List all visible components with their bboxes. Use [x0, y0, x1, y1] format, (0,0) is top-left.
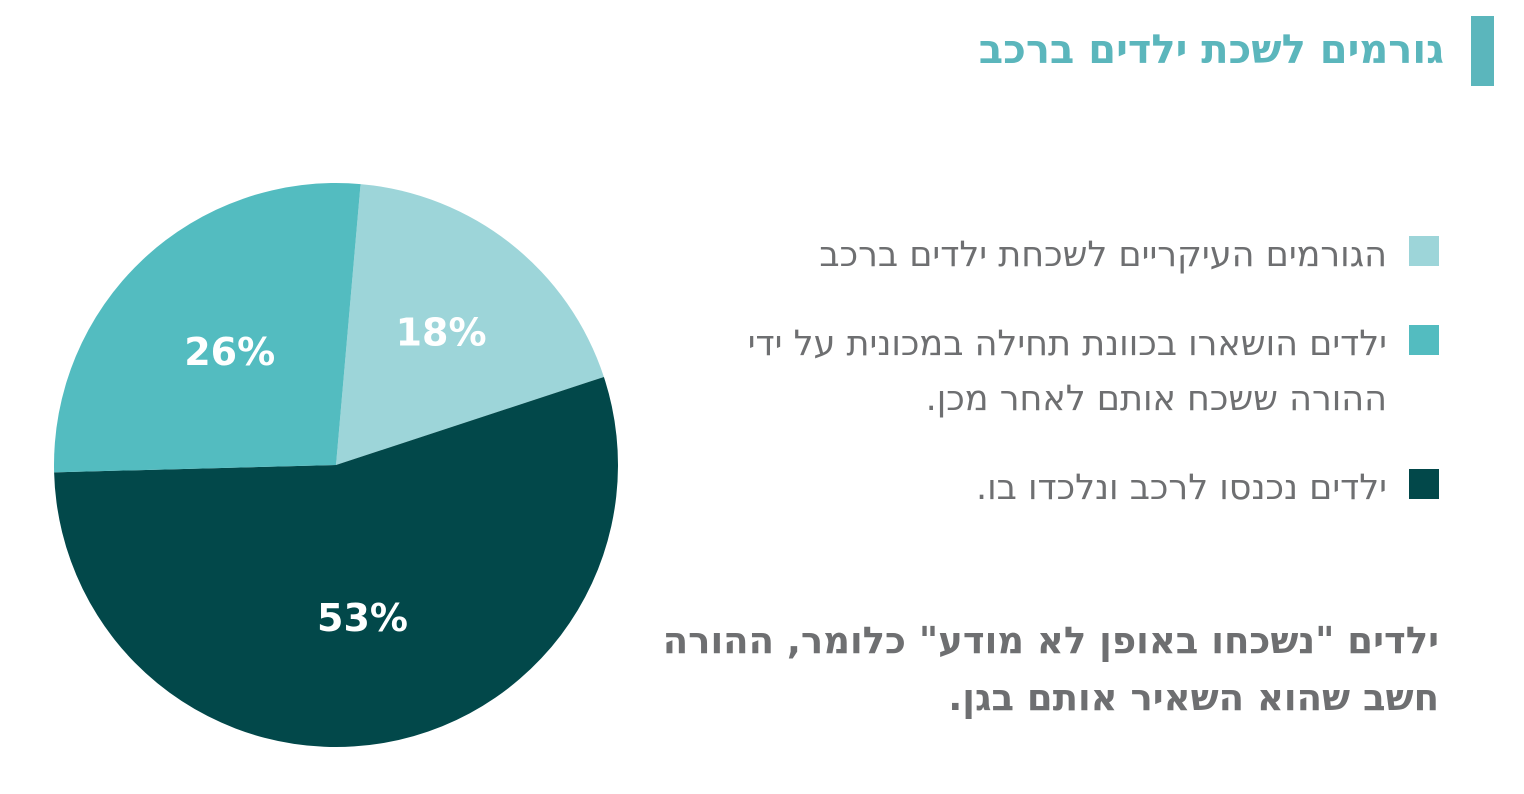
legend-swatch	[1409, 325, 1439, 355]
footnote: ילדים "נשכחו באופן לא מודע" כלומר, ההורה…	[662, 619, 1439, 719]
pie-slice	[54, 182, 361, 473]
slice-label: 26%	[184, 330, 275, 374]
legend-item: ילדים הושארו בכוונת תחילה במכונית על ידי…	[639, 317, 1439, 427]
pie-slice	[336, 184, 604, 465]
legend-label: הגורמים העיקריים לשכחת ילדים ברכב	[819, 235, 1387, 275]
legend-item: ילדים נכנסו לרכב ונלכדו בו.	[639, 461, 1439, 516]
slice-label: 53%	[317, 596, 408, 640]
legend-item: הגורמים העיקריים לשכחת ילדים ברכב	[639, 228, 1439, 283]
chart-title: גורמים לשכת ילדים ברכב	[978, 27, 1444, 73]
legend-swatch	[1409, 469, 1439, 499]
title-accent-bar	[1471, 16, 1494, 86]
legend-label: ילדים נכנסו לרכב ונלכדו בו.	[975, 468, 1387, 508]
slice-label: 18%	[396, 310, 487, 354]
legend: הגורמים העיקריים לשכחת ילדים ברכב ילדים …	[639, 228, 1439, 550]
pie-slice	[54, 376, 619, 748]
legend-swatch	[1409, 236, 1439, 266]
pie-chart: 18% 53% 26%	[54, 182, 619, 748]
legend-label: ילדים הושארו בכוונת תחילה במכונית על ידי…	[747, 324, 1387, 419]
